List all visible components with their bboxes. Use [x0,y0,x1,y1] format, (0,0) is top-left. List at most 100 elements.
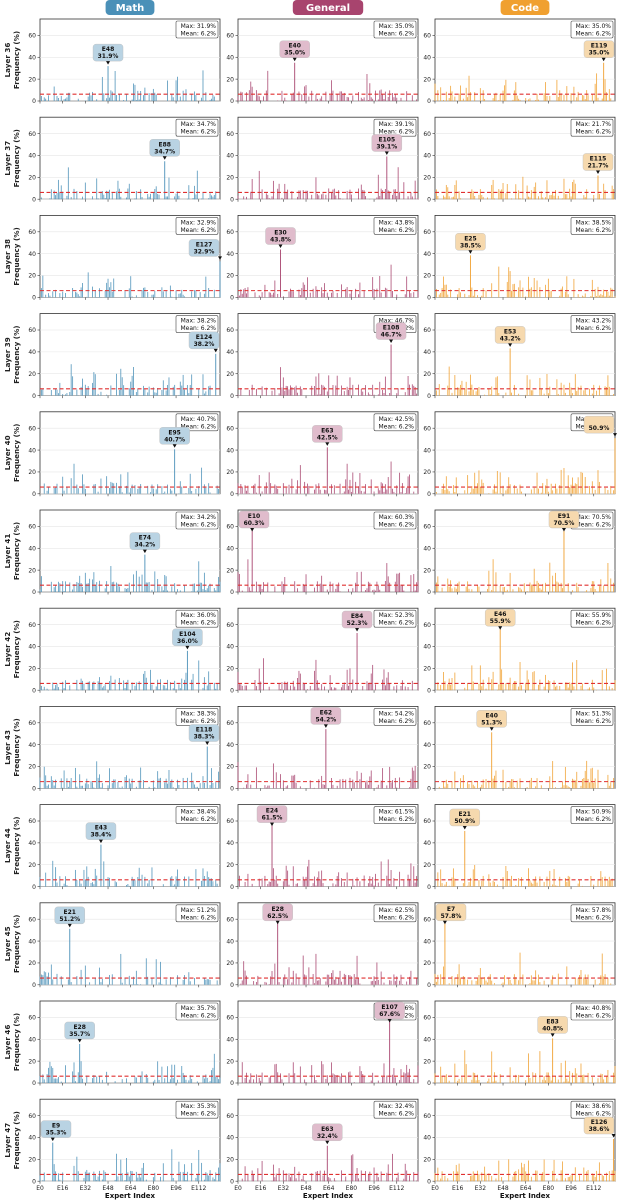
y-tick-label: 60 [28,622,36,629]
stats-mean: Mean: 6.2% [180,227,216,234]
y-tick-label: 20 [28,371,36,378]
peak-value-label: 35.7% [69,1031,90,1038]
peak-value-label: 46.7% [381,332,402,339]
y-tick-label: 40 [28,1135,36,1142]
stats-box [175,511,219,530]
y-tick-label: 20 [28,273,36,280]
y-tick-label: 40 [28,545,36,552]
y-tick-label: 20 [28,862,36,869]
stats-mean: Mean: 6.2% [378,718,414,725]
stats-max: Max: 38.3% [181,710,217,717]
y-tick-label: 0 [32,1080,36,1087]
row-label-layer-38: Layer 38 Frequency (%) [3,227,21,285]
peak-expert-label: E10 [248,513,260,520]
x-tick-label: E16 [57,1185,69,1192]
stats-mean: Mean: 6.2% [378,816,414,823]
y-tick-label: 20 [226,567,234,574]
y-tick-label: 60 [28,524,36,531]
peak-pointer [278,244,283,249]
peak-expert-label: E63 [321,427,333,434]
stats-box [373,904,417,923]
y-tick-label: 20 [423,862,431,869]
peak-expert-label: E118 [196,727,213,734]
y-tick-label: 20 [226,1157,234,1164]
y-tick-label: 60 [28,229,36,236]
column-header-code: Code [500,0,550,15]
stats-mean: Mean: 6.2% [180,718,216,725]
peak-label-box [435,903,467,921]
y-tick-label: 0 [230,196,234,203]
peak-value-label: 50.9% [589,425,610,432]
peak-expert-label: E105 [379,136,396,143]
peak-pointer [270,822,275,827]
peak-expert-label: E126 [591,1119,608,1126]
peak-value-label: 34.2% [134,542,155,549]
peak-label-box [188,724,220,742]
stats-box [373,413,417,432]
x-axis-label: Expert Index [500,1192,551,1200]
stats-max: Max: 34.7% [181,121,217,128]
stats-mean: Mean: 6.2% [575,325,611,332]
stats-mean: Mean: 6.2% [378,227,414,234]
peak-expert-label: E53 [504,328,516,335]
peak-value-label: 67.6% [379,1011,400,1018]
y-tick-label: 20 [226,371,234,378]
stats-mean: Mean: 6.2% [575,522,611,529]
row-label-layer-42: Layer 42 Frequency (%) [3,620,21,678]
stats-max: Max: 36.0% [181,612,217,619]
peak-expert-label: E30 [274,230,286,237]
y-tick-label: 0 [427,1178,431,1185]
peak-pointer [611,1133,616,1138]
peak-value-label: 50.9% [454,818,475,825]
stats-mean: Mean: 6.2% [378,129,414,136]
y-tick-label: 0 [32,393,36,400]
peak-pointer [384,151,389,155]
x-tick-label: E32 [475,1185,487,1192]
y-tick-label: 60 [226,131,234,138]
y-tick-label: 60 [423,327,431,334]
peak-expert-label: E107 [381,1004,398,1011]
y-tick-label: 40 [226,938,234,945]
stats-max: Max: 21.7% [576,121,612,128]
x-tick-label: E80 [148,1185,160,1192]
y-tick-label: 40 [423,545,431,552]
peak-pointer [213,348,218,353]
y-tick-label: 20 [28,76,36,83]
y-tick-label: 40 [226,1036,234,1043]
stats-max: Max: 35.3% [181,1103,217,1110]
y-tick-label: 0 [32,1178,36,1185]
peak-value-label: 35.0% [589,50,610,57]
y-tick-label: 60 [28,916,36,923]
y-tick-label: 40 [226,840,234,847]
peak-pointer [292,57,297,62]
y-tick-label: 60 [28,131,36,138]
stats-max: Max: 35.0% [576,23,612,30]
stats-mean: Mean: 6.2% [378,1111,414,1118]
stats-mean: Mean: 6.2% [575,31,611,38]
y-tick-label: 20 [226,960,234,967]
x-tick-label: E80 [346,1185,358,1192]
stats-box [570,20,614,39]
y-tick-label: 60 [28,327,36,334]
y-axis-label: Frequency (%) [12,522,21,580]
peak-value-label: 61.5% [262,815,283,822]
y-tick-label: 0 [427,786,431,793]
peak-pointer [325,1140,330,1145]
